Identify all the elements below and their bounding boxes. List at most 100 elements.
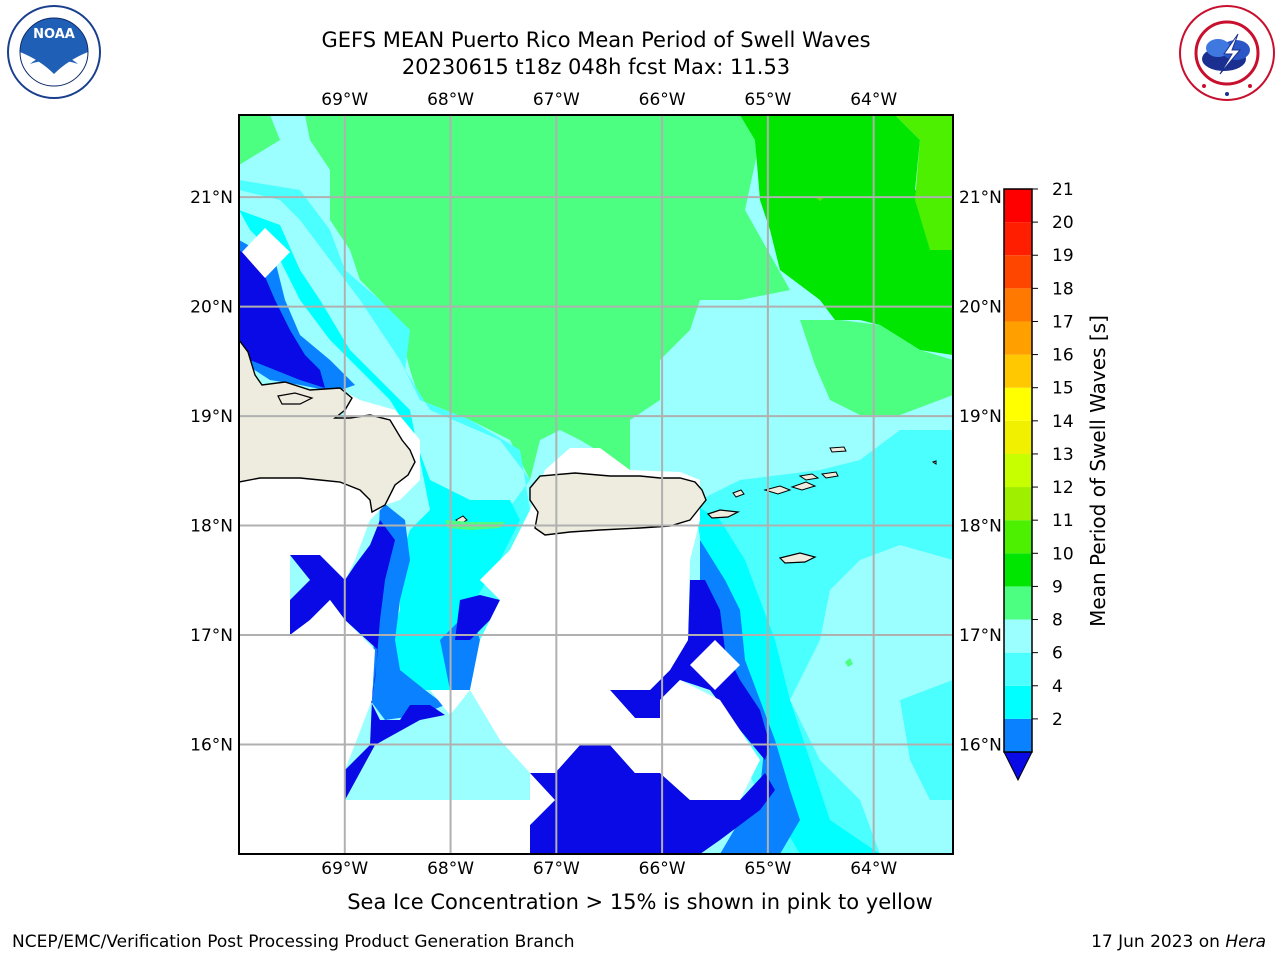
- lon-tick-label: 64°W: [850, 859, 897, 879]
- swell-field-below-2-w: [290, 520, 445, 800]
- lon-tick-label: 68°W: [427, 859, 474, 879]
- swell-field-below-2-nw: [239, 250, 325, 388]
- colorbar-tick-label: 6: [1052, 644, 1063, 664]
- lat-tick-label: 21°N: [190, 188, 233, 208]
- green-speck-1: [845, 658, 853, 667]
- colorbar-swatch: [1004, 619, 1032, 653]
- lon-tick-label: 67°W: [533, 859, 580, 879]
- lon-tick-label: 66°W: [639, 859, 686, 879]
- colorbar-swatch: [1004, 321, 1032, 355]
- lon-tick-labels-bottom: 69°W 68°W 67°W 66°W 65°W 64°W: [321, 859, 897, 879]
- map-frame: [238, 114, 954, 855]
- colorbar-tick-label: 18: [1052, 279, 1074, 299]
- colorbar-tick-label: 11: [1052, 511, 1074, 531]
- colorbar-swatch: [1004, 288, 1032, 322]
- sea-ice-note: Sea Ice Concentration > 15% is shown in …: [347, 890, 933, 914]
- no-data-island-se: [690, 640, 740, 690]
- swell-field-6-8-se: [900, 680, 953, 800]
- colorbar: 21 20 19 18 17 16 15 14 13 12 11 10 9 8 6 4 2: [1003, 180, 1074, 782]
- lat-tick-label: 16°N: [190, 736, 233, 756]
- land-gonave: [277, 392, 314, 405]
- lon-tick-label: 69°W: [321, 90, 368, 110]
- lon-tick-label: 64°W: [850, 90, 897, 110]
- noaa-logo-icon: NOAA: [7, 5, 101, 99]
- no-data-region-sw: [239, 392, 555, 854]
- no-data-patch-w: [345, 630, 372, 690]
- map-gridlines: [239, 115, 953, 854]
- lat-tick-label: 21°N: [959, 188, 1002, 208]
- colorbar-extend-min: [1003, 751, 1033, 782]
- colorbar-tick-label: 14: [1052, 412, 1074, 432]
- land-virgin-islands-3: [790, 481, 817, 491]
- footer-machine: Hera: [1225, 932, 1266, 952]
- colorbar-swatch: [1004, 685, 1032, 719]
- land-virgin-islands-5: [820, 471, 839, 479]
- colorbar-tick-label: 4: [1052, 677, 1063, 697]
- noaa-logo-text: NOAA: [33, 27, 75, 42]
- map-plot-area: [239, 115, 953, 854]
- lat-tick-label: 20°N: [190, 298, 233, 318]
- footer-credit: NCEP/EMC/Verification Post Processing Pr…: [12, 932, 575, 952]
- colorbar-frame: [1003, 188, 1033, 753]
- lat-tick-label: 18°N: [190, 517, 233, 537]
- lon-tick-label: 65°W: [744, 859, 791, 879]
- colorbar-swatch: [1004, 354, 1032, 388]
- colorbar-swatch: [1004, 487, 1032, 521]
- land-vieques: [706, 509, 741, 519]
- swell-field-4-6-east: [695, 505, 880, 854]
- colorbar-tick-label: 9: [1052, 577, 1063, 597]
- lat-tick-labels-left: 21°N 20°N 19°N 18°N 17°N 16°N: [190, 188, 233, 755]
- lat-tick-label: 17°N: [190, 626, 233, 646]
- land-anegada: [829, 446, 847, 453]
- swell-field-9-10-east: [800, 320, 953, 415]
- colorbar-tick-label: 20: [1052, 213, 1074, 233]
- swell-field-9-10-nw: [239, 115, 280, 165]
- chart-title: GEFS MEAN Puerto Rico Mean Period of Swe…: [321, 28, 871, 52]
- footer-date-text: 17 Jun 2023 on: [1091, 932, 1226, 952]
- colorbar-swatch: [1004, 453, 1032, 488]
- colorbar-swatch: [1004, 586, 1032, 620]
- colorbar-swatch: [1004, 520, 1032, 554]
- colorbar-swatch: [1004, 420, 1032, 454]
- swell-field-11-12: [895, 115, 953, 250]
- lat-tick-label: 19°N: [959, 407, 1002, 427]
- chart-subtitle: 20230615 t18z 048h fcst Max: 11.53: [401, 55, 791, 79]
- lat-tick-labels-right: 21°N 20°N 19°N 18°N 17°N 16°N: [959, 188, 1002, 755]
- colorbar-tick-label: 17: [1052, 312, 1074, 332]
- swell-field-10-11: [740, 115, 953, 355]
- colorbar-swatch: [1004, 189, 1032, 223]
- lat-tick-label: 19°N: [190, 407, 233, 427]
- colorbar-swatch: [1004, 222, 1032, 256]
- land-virgin-islands-4: [798, 473, 820, 481]
- nws-logo-icon: [1179, 5, 1275, 101]
- colorbar-tick-label: 19: [1052, 246, 1074, 266]
- colorbar-tick-label: 21: [1052, 180, 1074, 200]
- colorbar-tick-label: 8: [1052, 611, 1063, 631]
- lon-tick-label: 67°W: [533, 90, 580, 110]
- land-st-croix: [778, 552, 817, 564]
- land-virgin-islands-2: [763, 485, 792, 495]
- colorbar-swatch: [1004, 553, 1032, 587]
- footer-date: 17 Jun 2023 on Hera: [1091, 932, 1266, 952]
- colorbar-label: Mean Period of Swell Waves [s]: [1086, 315, 1110, 627]
- lon-tick-label: 68°W: [427, 90, 474, 110]
- no-data-patch-mid: [480, 560, 505, 600]
- land-virgin-islands-1: [732, 489, 745, 498]
- lon-tick-label: 66°W: [639, 90, 686, 110]
- colorbar-swatch: [1004, 255, 1032, 289]
- colorbar-tick-label: 13: [1052, 445, 1074, 465]
- lon-tick-label: 69°W: [321, 859, 368, 879]
- colorbar-tick-label: 12: [1052, 478, 1074, 498]
- lat-tick-label: 18°N: [959, 517, 1002, 537]
- lon-tick-labels-top: 69°W 68°W 67°W 66°W 65°W 64°W: [321, 90, 897, 110]
- land-anguilla: [931, 460, 937, 465]
- colorbar-swatch: [1004, 387, 1032, 421]
- colorbar-tick-label: 2: [1052, 710, 1063, 730]
- lat-tick-label: 20°N: [959, 298, 1002, 318]
- lon-tick-label: 65°W: [744, 90, 791, 110]
- colorbar-tick-label: 15: [1052, 379, 1074, 399]
- no-data-island-nw: [242, 228, 290, 278]
- swell-field-9-10: [305, 115, 790, 480]
- land-hispaniola: [239, 338, 416, 514]
